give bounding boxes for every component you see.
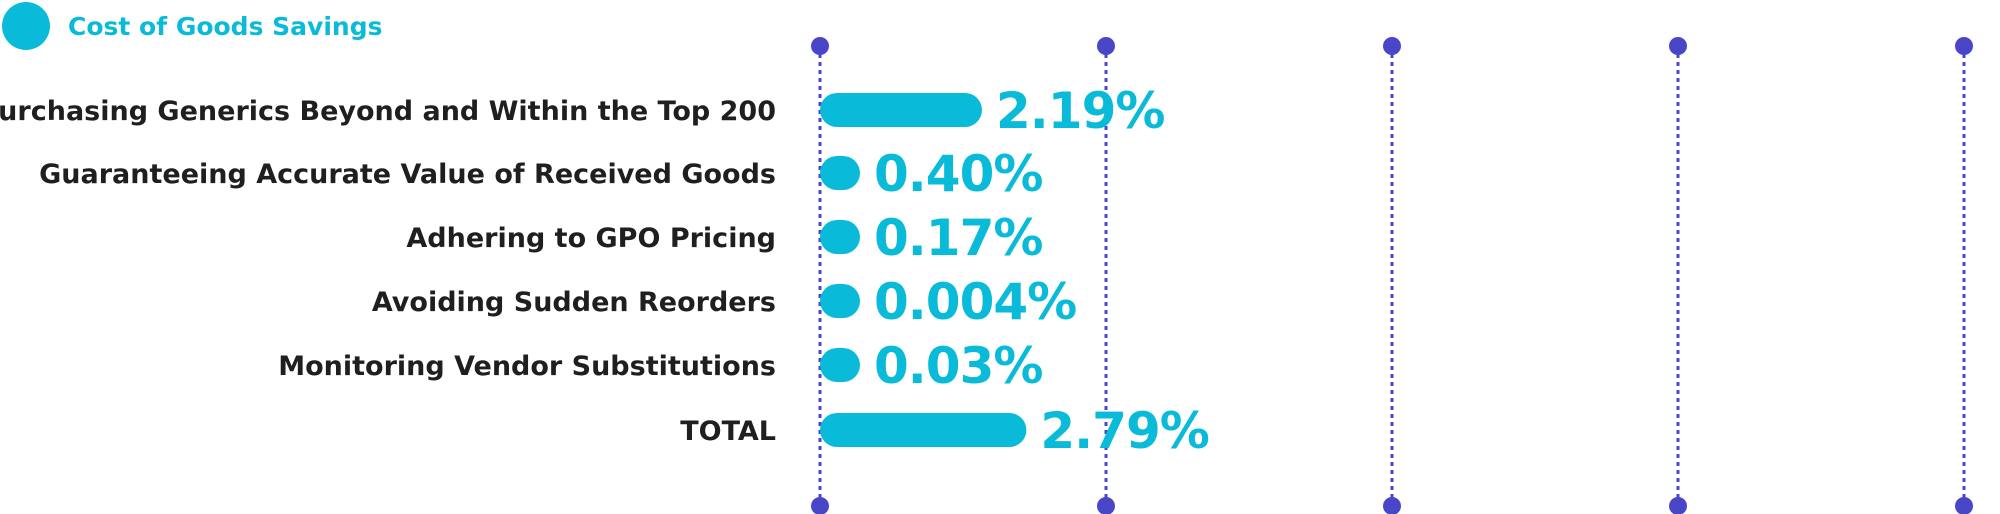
bar	[820, 348, 860, 382]
gridlines	[811, 37, 1973, 514]
gridline-top-dot-2	[1383, 37, 1401, 55]
value-label: 0.004%	[874, 273, 1076, 331]
gridline-top-dot-1	[1097, 37, 1115, 55]
category-label: TOTAL	[680, 416, 776, 447]
category-label: Monitoring Vendor Substitutions	[278, 351, 776, 382]
legend: Cost of Goods Savings	[2, 2, 382, 50]
bar	[820, 413, 1027, 447]
gridline-top-dot-3	[1669, 37, 1687, 55]
value-label: 0.03%	[874, 337, 1042, 395]
gridline-bottom-dot-4	[1955, 497, 1973, 514]
legend-label: Cost of Goods Savings	[68, 12, 382, 41]
gridline-top-dot-0	[811, 37, 829, 55]
value-label: 0.17%	[874, 209, 1042, 267]
bar	[820, 156, 860, 190]
value-label: 0.40%	[874, 145, 1042, 203]
category-label: Avoiding Sudden Reorders	[372, 287, 776, 318]
bar	[820, 284, 860, 318]
bar	[820, 220, 860, 254]
gridline-top-dot-4	[1955, 37, 1973, 55]
bar	[820, 93, 982, 127]
gridline-bottom-dot-1	[1097, 497, 1115, 514]
category-label: Purchasing Generics Beyond and Within th…	[0, 96, 776, 127]
legend-swatch	[2, 2, 50, 50]
value-label: 2.79%	[1040, 402, 1208, 460]
category-label: Adhering to GPO Pricing	[406, 223, 776, 254]
gridline-bottom-dot-3	[1669, 497, 1687, 514]
category-label: Guaranteeing Accurate Value of Received …	[39, 159, 776, 190]
bar-rows: Purchasing Generics Beyond and Within th…	[0, 82, 1210, 460]
gridline-bottom-dot-0	[811, 497, 829, 514]
gridline-bottom-dot-2	[1383, 497, 1401, 514]
value-label: 2.19%	[996, 82, 1164, 140]
